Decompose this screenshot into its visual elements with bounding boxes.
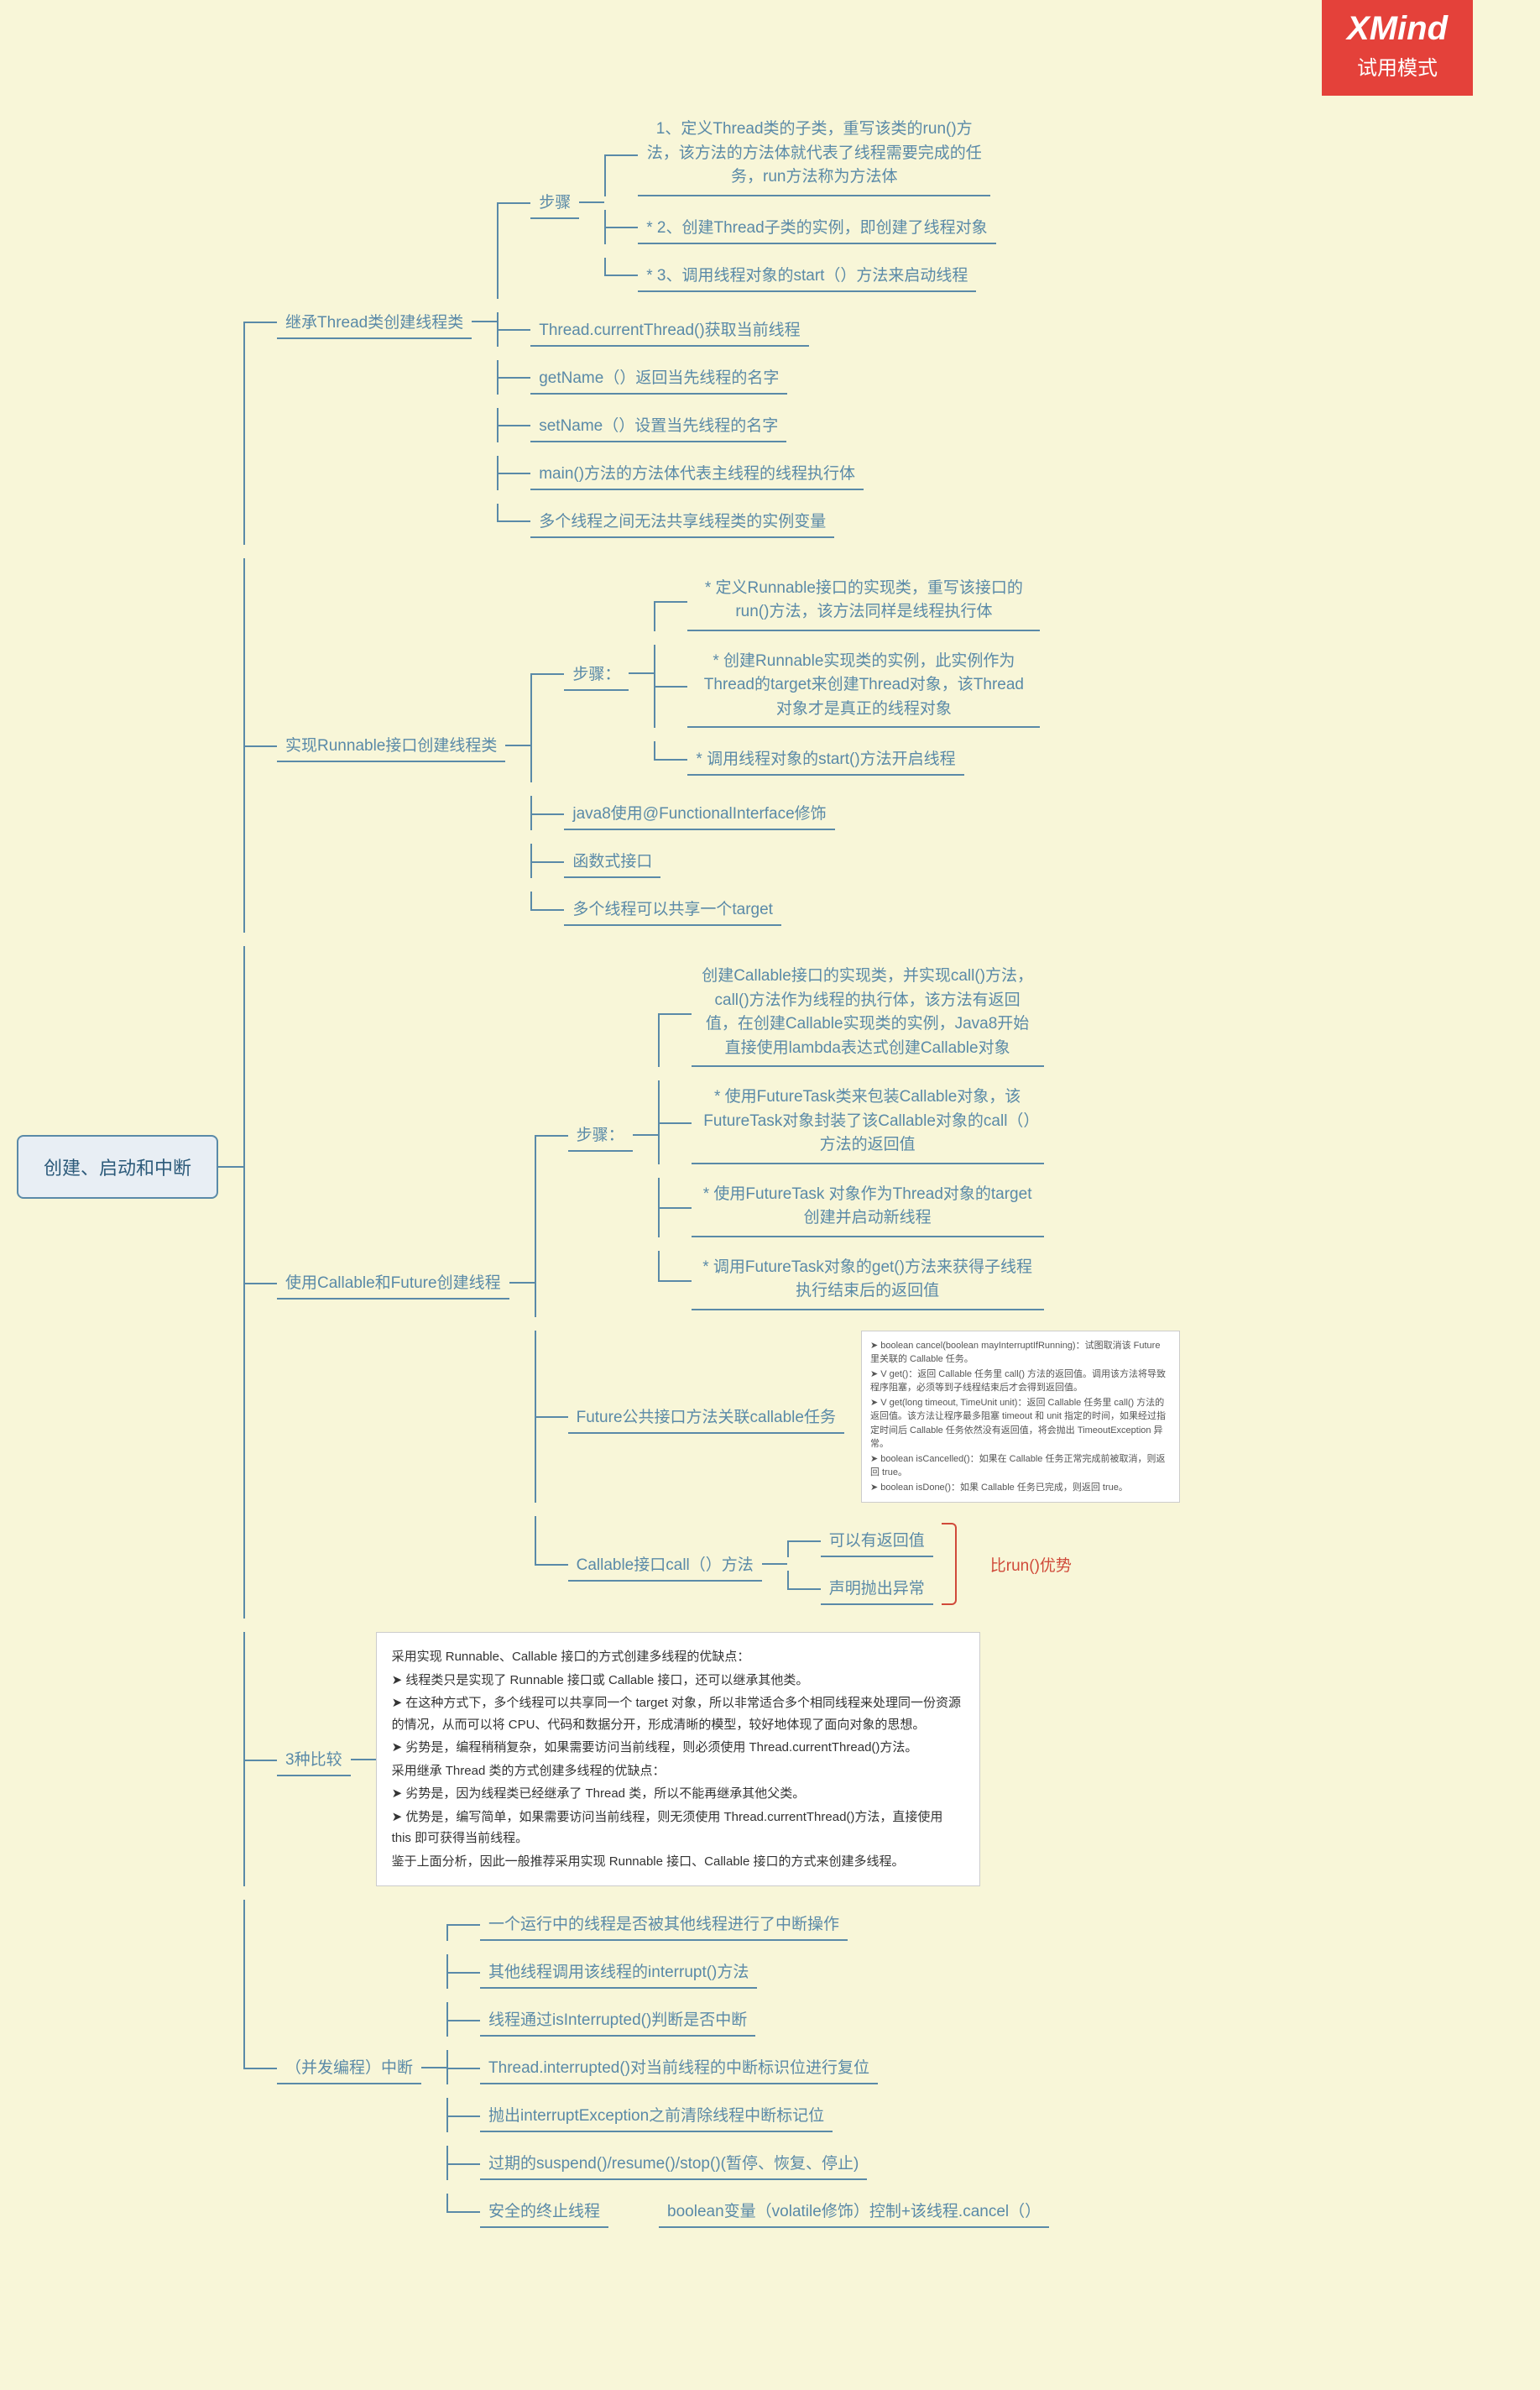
- bracket-icon: [942, 1523, 957, 1605]
- b4-title: 3种比较: [277, 1742, 351, 1776]
- b5-n7b: boolean变量（volatile修饰）控制+该线程.cancel（）: [659, 2194, 1049, 2228]
- comparison-note: 采用实现 Runnable、Callable 接口的方式创建多线程的优缺点： ➤…: [376, 1632, 980, 1886]
- red-annotation: 比run()优势: [990, 1553, 1072, 1576]
- watermark: XMind 试用模式: [1322, 0, 1473, 96]
- b3-s2: * 使用FutureTask 对象作为Thread对象的target创建并启动新…: [692, 1178, 1044, 1237]
- b1-n1: Thread.currentThread()获取当前线程: [530, 312, 808, 347]
- mindmap: 创建、启动和中断 继承Thread类创建线程类 步骤 1、定义Thread类的子…: [17, 34, 1523, 2300]
- b1-title: 继承Thread类创建线程类: [277, 305, 472, 339]
- b5-n3: 线程通过isInterrupted()判断是否中断: [480, 2002, 755, 2037]
- b2-title: 实现Runnable接口创建线程类: [277, 728, 505, 762]
- b1-n5: 多个线程之间无法共享线程类的实例变量: [530, 504, 834, 538]
- b2-s2: * 创建Runnable实现类的实例，此实例作为Thread的target来创建…: [687, 645, 1040, 729]
- b5-n2: 其他线程调用该线程的interrupt()方法: [480, 1954, 757, 1989]
- b5-title: （并发编程）中断: [277, 2050, 421, 2084]
- b1-s1: 1、定义Thread类的子类，重写该类的run()方法，该方法的方法体就代表了线…: [638, 112, 990, 196]
- main-branches: 继承Thread类创建线程类 步骤 1、定义Thread类的子类，重写该类的ru…: [243, 92, 1523, 2241]
- branch-thread: 继承Thread类创建线程类 步骤 1、定义Thread类的子类，重写该类的ru…: [243, 99, 1523, 545]
- b5-n1: 一个运行中的线程是否被其他线程进行了中断操作: [480, 1906, 848, 1941]
- b2-s1: * 定义Runnable接口的实现类，重写该接口的run()方法，该方法同样是线…: [687, 572, 1040, 631]
- b3-title: 使用Callable和Future创建线程: [277, 1265, 509, 1300]
- b1-steps: 步骤: [530, 185, 579, 219]
- b3-n1: Future公共接口方法关联callable任务: [568, 1399, 844, 1434]
- b5-n4: Thread.interrupted()对当前线程的中断标识位进行复位: [480, 2050, 878, 2084]
- branch-runnable: 实现Runnable接口创建线程类 步骤： * 定义Runnable接口的实现类…: [243, 558, 1523, 934]
- b5-n7a: 安全的终止线程: [480, 2194, 608, 2228]
- b2-n1: java8使用@FunctionalInterface修饰: [564, 796, 834, 830]
- b2-n3: 多个线程可以共享一个target: [564, 892, 781, 926]
- branch-interrupt: （并发编程）中断 一个运行中的线程是否被其他线程进行了中断操作 其他线程调用该线…: [243, 1900, 1523, 2235]
- b1-n2: getName（）返回当先线程的名字: [530, 360, 787, 395]
- b5-n5: 抛出interruptException之前清除线程中断标记位: [480, 2098, 833, 2132]
- watermark-brand: XMind: [1347, 10, 1448, 48]
- b3-n2: Callable接口call（）方法: [568, 1547, 762, 1582]
- b2-n2: 函数式接口: [564, 844, 660, 878]
- b2-steps: 步骤：: [564, 656, 629, 691]
- b2-s3: * 调用线程对象的start()方法开启线程: [687, 741, 963, 776]
- b3-c1: 可以有返回值: [821, 1523, 933, 1557]
- b1-s2: * 2、创建Thread子类的实例，即创建了线程对象: [638, 210, 995, 244]
- b3-s1: * 使用FutureTask类来包装Callable对象，该FutureTask…: [692, 1080, 1044, 1164]
- watermark-mode: 试用模式: [1347, 51, 1448, 81]
- b3-steps: 步骤：: [568, 1117, 633, 1152]
- branch-compare: 3种比较 采用实现 Runnable、Callable 接口的方式创建多线程的优…: [243, 1632, 1523, 1886]
- b1-n3: setName（）设置当先线程的名字: [530, 408, 786, 442]
- b3-s3: * 调用FutureTask对象的get()方法来获得子线程执行结束后的返回值: [692, 1251, 1044, 1310]
- branch-callable: 使用Callable和Future创建线程 步骤： 创建Callable接口的实…: [243, 946, 1523, 1619]
- b3-c2: 声明抛出异常: [821, 1571, 933, 1605]
- b1-n4: main()方法的方法体代表主线程的线程执行体: [530, 456, 864, 490]
- b3-s0: 创建Callable接口的实现类，并实现call()方法，call()方法作为线…: [692, 960, 1044, 1067]
- root-node: 创建、启动和中断: [17, 1135, 218, 1199]
- b1-s3: * 3、调用线程对象的start（）方法来启动线程: [638, 258, 976, 292]
- future-api-note: ➤ boolean cancel(boolean mayInterruptIfR…: [861, 1331, 1180, 1504]
- b5-n6: 过期的suspend()/resume()/stop()(暂停、恢复、停止): [480, 2146, 867, 2180]
